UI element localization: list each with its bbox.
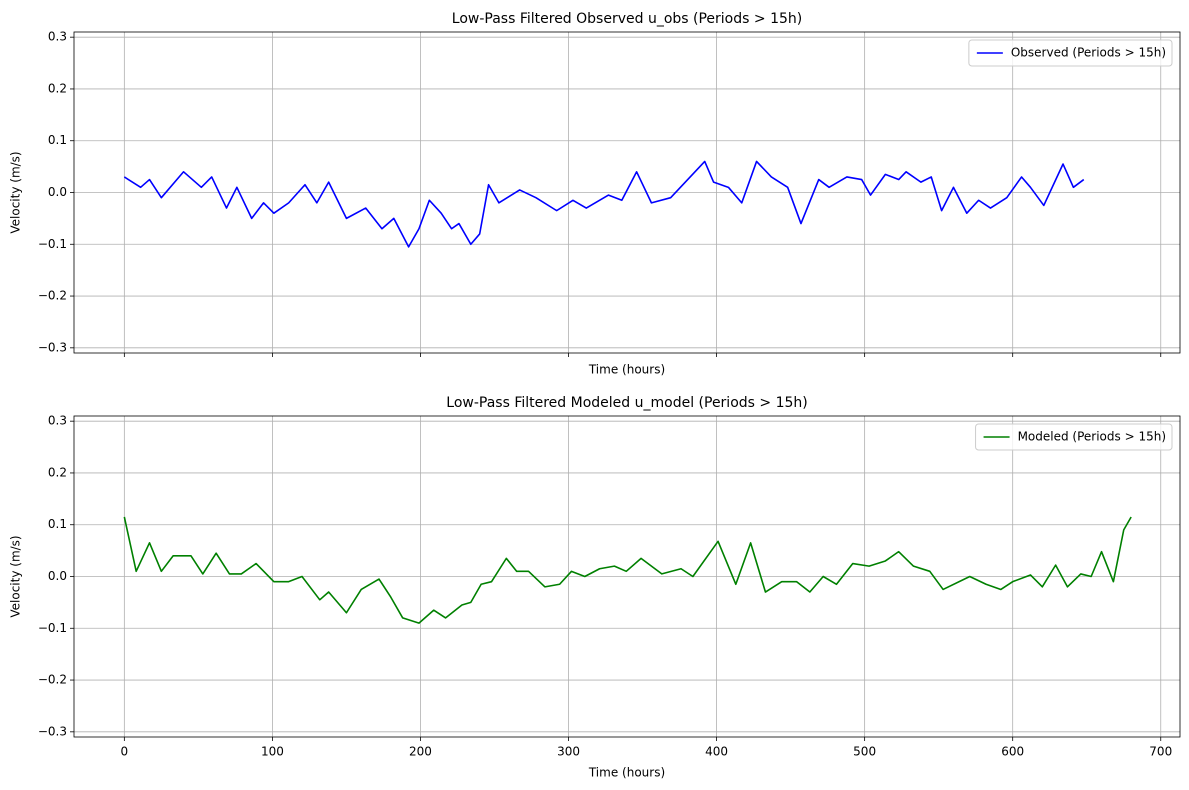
y-tick-label: 0.1 — [48, 517, 67, 531]
x-tick-label: 500 — [853, 745, 876, 759]
x-tick-label: 200 — [409, 745, 432, 759]
axes-frame — [73, 31, 1181, 354]
y-tick-label: 0.2 — [48, 81, 67, 95]
chart-title: Low-Pass Filtered Modeled u_model (Perio… — [446, 395, 807, 411]
y-tick-label: 0.3 — [48, 414, 67, 428]
y-tick-label: −0.1 — [38, 237, 67, 251]
data-line — [123, 516, 1132, 624]
x-tick-label: 700 — [1149, 745, 1172, 759]
y-axis-label: Velocity (m/s) — [9, 151, 23, 233]
x-tick-label: 100 — [261, 745, 284, 759]
y-axis-label: Velocity (m/s) — [9, 535, 23, 617]
y-tick-label: 0.0 — [48, 185, 67, 199]
legend-box — [968, 39, 1173, 67]
legend: Observed (Periods > 15h) — [968, 39, 1173, 67]
legend: Modeled (Periods > 15h) — [975, 423, 1173, 451]
x-axis-label: Time (hours) — [588, 766, 665, 780]
x-tick-label: 0 — [121, 745, 129, 759]
legend-box — [975, 423, 1173, 451]
legend-label: Modeled (Periods > 15h) — [1018, 430, 1166, 444]
x-tick-label: 400 — [705, 745, 728, 759]
y-tick-label: 0.1 — [48, 133, 67, 147]
y-tick-label: 0.0 — [48, 569, 67, 583]
chart-title: Low-Pass Filtered Observed u_obs (Period… — [452, 11, 802, 27]
x-tick-label: 600 — [1001, 745, 1024, 759]
y-tick-label: −0.1 — [38, 621, 67, 635]
axes-frame — [73, 415, 1181, 738]
y-tick-label: 0.2 — [48, 465, 67, 479]
y-tick-label: −0.3 — [38, 340, 67, 354]
y-tick-label: −0.3 — [38, 724, 67, 738]
y-tick-label: 0.3 — [48, 30, 67, 44]
data-line — [123, 160, 1085, 248]
y-tick-label: −0.2 — [38, 673, 67, 687]
x-axis-label: Time (hours) — [588, 363, 665, 377]
x-tick-label: 300 — [557, 745, 580, 759]
y-tick-label: −0.2 — [38, 289, 67, 303]
legend-label: Observed (Periods > 15h) — [1011, 46, 1166, 60]
